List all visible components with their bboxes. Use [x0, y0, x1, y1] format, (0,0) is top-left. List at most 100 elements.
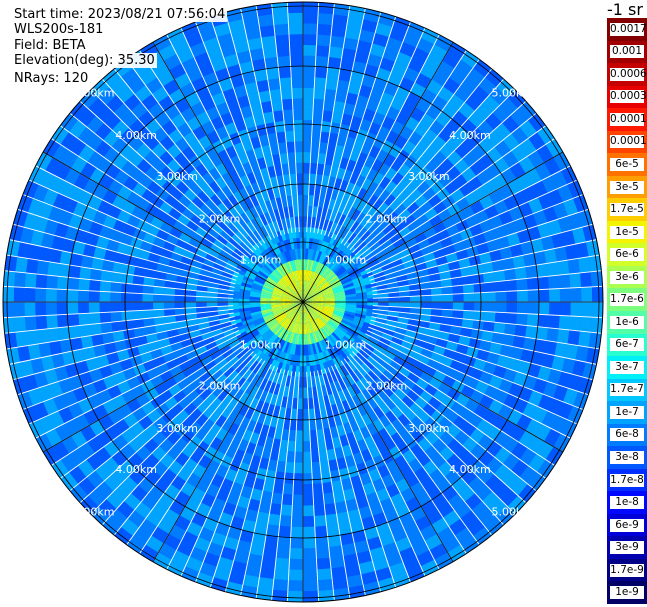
- beta-cell: [386, 364, 399, 377]
- beta-cell: [392, 237, 406, 249]
- beta-cell: [493, 364, 507, 379]
- beta-cell: [403, 435, 418, 450]
- beta-cell: [431, 294, 443, 302]
- beta-cell: [430, 287, 443, 296]
- beta-cell: [408, 349, 421, 361]
- beta-cell: [173, 371, 187, 384]
- beta-cell: [303, 98, 314, 110]
- beta-cell: [370, 210, 382, 223]
- beta-cell: [365, 385, 378, 398]
- beta-cell: [381, 262, 394, 272]
- beta-cell: [449, 268, 462, 279]
- ray-line: [370, 319, 593, 381]
- beta-cell: [427, 194, 442, 208]
- beta-cell: [391, 171, 405, 186]
- beta-cell: [379, 532, 396, 547]
- colorbar-level-label: 1e-6: [610, 315, 644, 329]
- beta-cell: [551, 170, 568, 189]
- range-ring-label: 2.00km: [366, 213, 408, 226]
- beta-cell: [218, 77, 234, 92]
- beta-cell: [297, 312, 301, 323]
- beta-cell: [486, 239, 500, 253]
- beta-cell: [334, 303, 346, 307]
- beta-cell: [313, 98, 325, 111]
- beta-cell: [322, 230, 330, 242]
- beta-cell: [350, 475, 363, 489]
- beta-cell: [246, 126, 259, 139]
- beta-cell: [396, 440, 411, 455]
- beta-cell: [206, 306, 218, 313]
- beta-cell: [258, 90, 272, 103]
- beta-cell: [247, 266, 259, 276]
- ray-line: [35, 165, 241, 271]
- beta-cell: [313, 303, 325, 306]
- range-ring-label: 5.00km: [73, 505, 115, 518]
- colorbar-level-label: 1e-7: [610, 405, 644, 419]
- beta-cell: [419, 200, 434, 214]
- beta-cell: [173, 220, 187, 233]
- ray-line: [240, 8, 289, 234]
- beta-cell: [255, 337, 266, 348]
- beta-cell: [284, 275, 292, 285]
- beta-cell: [454, 527, 474, 545]
- beta-cell: [355, 337, 366, 347]
- beta-cell: [59, 250, 73, 266]
- beta-cell: [502, 470, 520, 489]
- beta-cell: [244, 196, 255, 210]
- beta-cell: [224, 210, 236, 223]
- beta-cell: [194, 382, 208, 396]
- beta-cell: [225, 581, 243, 596]
- beta-cell: [295, 441, 303, 452]
- beta-cell: [255, 191, 265, 205]
- beta-cell: [205, 341, 218, 351]
- beta-cell: [395, 536, 412, 553]
- beta-cell: [319, 240, 327, 252]
- beta-cell: [343, 553, 359, 567]
- beta-cell: [324, 153, 335, 166]
- beta-cell: [286, 320, 294, 331]
- beta-cell: [262, 480, 275, 493]
- beta-cell: [304, 269, 307, 281]
- beta-cell: [305, 237, 310, 249]
- beta-cell: [519, 119, 538, 139]
- beta-cell: [361, 413, 373, 427]
- beta-cell: [244, 508, 259, 523]
- beta-cell: [86, 133, 104, 151]
- beta-cell: [388, 296, 400, 302]
- beta-cell: [424, 158, 440, 174]
- beta-cell: [561, 357, 576, 375]
- beta-cell: [110, 302, 122, 313]
- colorbar-level-label: 3e-5: [610, 180, 644, 194]
- beta-cell: [556, 328, 570, 344]
- beta-cell: [297, 398, 303, 410]
- beta-cell: [275, 284, 286, 292]
- beta-cell: [332, 392, 342, 404]
- beta-cell: [290, 55, 303, 67]
- beta-cell: [75, 229, 90, 244]
- beta-cell: [240, 337, 251, 347]
- ray-line: [331, 27, 426, 239]
- beta-cell: [276, 350, 284, 363]
- beta-cell: [268, 233, 277, 245]
- beta-cell: [280, 504, 293, 516]
- beta-cell: [385, 552, 403, 567]
- beta-cell: [98, 414, 115, 431]
- beta-cell: [375, 22, 393, 38]
- beta-cell: [188, 355, 201, 367]
- beta-cell: [250, 308, 262, 314]
- beta-cell: [79, 324, 92, 338]
- beta-cell: [460, 76, 479, 94]
- beta-cell: [199, 26, 217, 42]
- beta-cell: [287, 286, 296, 295]
- beta-cell: [307, 387, 314, 399]
- beta-cell: [295, 293, 303, 302]
- beta-cell: [307, 344, 312, 356]
- beta-cell: [386, 248, 399, 259]
- beta-cell: [329, 333, 339, 344]
- beta-cell: [27, 388, 43, 406]
- beta-cell: [349, 221, 360, 233]
- beta-cell: [329, 319, 339, 328]
- beta-cell: [207, 345, 220, 356]
- beta-cell: [54, 162, 72, 181]
- ray-line: [22, 326, 238, 410]
